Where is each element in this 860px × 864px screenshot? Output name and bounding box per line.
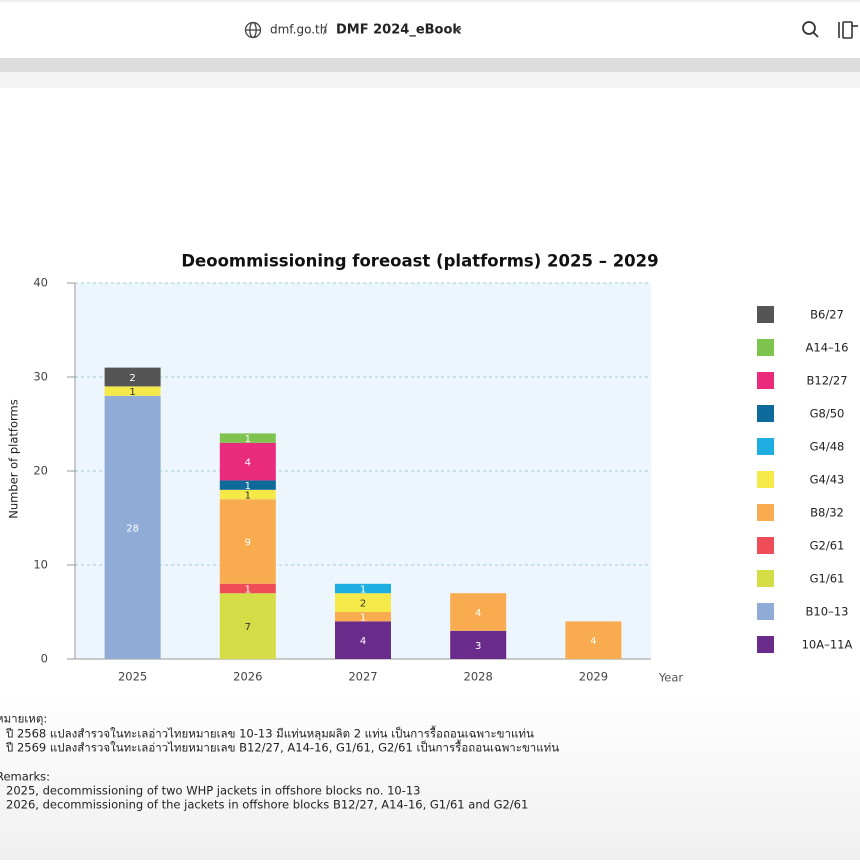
remark-line: 2026, decommissioning of the jackets in …	[6, 798, 528, 812]
bar-segment	[219, 489, 276, 500]
data-label: 1	[360, 613, 366, 624]
legend-label: G1/61	[810, 572, 845, 586]
globe-icon	[244, 21, 262, 39]
legend-label: 10A–11A	[802, 638, 853, 652]
bar-segment	[335, 593, 391, 612]
x-tick-label: 2025	[118, 670, 147, 684]
x-tick-label: 2027	[348, 670, 377, 684]
bar-segment	[219, 442, 276, 481]
legend-swatch	[757, 306, 774, 323]
notes: หมายเหตุ: ปี 2568 แปลงสำรวจในทะเลอ่าวไทย…	[0, 712, 559, 812]
bar-segment	[219, 433, 276, 443]
bar-segment	[104, 395, 161, 659]
legend-label: B8/32	[810, 506, 844, 520]
note-line: ปี 2568 แปลงสำรวจในทะเลอ่าวไทยหมายเลข 10…	[5, 726, 534, 741]
legend-swatch	[757, 438, 774, 455]
legend-label: G2/61	[810, 539, 845, 553]
y-tick-label: 40	[33, 276, 48, 290]
legend-label: A14–16	[806, 341, 849, 355]
legend-label: B10–13	[806, 605, 849, 619]
bar-segment	[335, 621, 391, 659]
top-bar	[0, 0, 860, 58]
data-label: 1	[360, 585, 366, 596]
legend-swatch	[757, 570, 774, 587]
bar-segment	[335, 612, 391, 622]
search-icon[interactable]	[802, 21, 819, 38]
y-tick-label: 20	[33, 464, 48, 478]
bar-segment	[335, 583, 391, 594]
y-tick-label: 0	[41, 652, 48, 666]
legend-label: B12/27	[806, 374, 847, 388]
data-label: 4	[360, 636, 366, 647]
data-label: 2	[360, 599, 366, 610]
bar-segment	[104, 367, 161, 387]
data-label: 2	[129, 373, 135, 384]
bar-segment	[219, 480, 276, 490]
dropdown-icon[interactable]	[454, 27, 462, 32]
note-heading: หมายเหตุ:	[0, 712, 47, 726]
bar-segment	[219, 499, 276, 584]
legend-swatch	[757, 372, 774, 389]
data-label: 1	[245, 481, 251, 492]
note-line: ปี 2569 แปลงสำรวจในทะเลอ่าวไทยหมายเลข B1…	[5, 740, 559, 755]
x-tick-label: 2029	[579, 670, 608, 684]
toolbar-strip	[0, 58, 860, 72]
bar-segment	[104, 386, 161, 396]
x-tick-label: 2028	[464, 670, 493, 684]
y-tick-label: 10	[33, 558, 48, 572]
legend-swatch	[757, 405, 774, 422]
y-axis-label: Number of platforms	[7, 399, 21, 518]
data-label: 1	[245, 491, 251, 502]
legend-swatch	[757, 603, 774, 620]
data-label: 3	[475, 641, 481, 652]
legend-label: G4/48	[810, 440, 845, 454]
legend-swatch	[757, 537, 774, 554]
data-label: 9	[245, 538, 251, 549]
chart-title: Deoommissioning foreoast (platforms) 202…	[181, 252, 658, 271]
footer-bg	[0, 690, 860, 860]
pages-icon[interactable]	[838, 21, 858, 39]
remark-line: 2025, decommissioning of two WHP jackets…	[6, 784, 420, 798]
bar-segment	[219, 583, 276, 594]
data-label: 4	[475, 608, 481, 619]
separator: /	[323, 23, 328, 38]
data-label: 28	[126, 523, 139, 534]
legend-swatch	[757, 471, 774, 488]
data-label: 4	[245, 458, 251, 469]
book-title[interactable]: DMF 2024_eBook	[336, 23, 461, 38]
toolbar-strip-light	[0, 72, 860, 88]
legend-label: B6/27	[810, 308, 844, 322]
legend-label: G4/43	[810, 473, 845, 487]
data-label: 4	[590, 636, 596, 647]
x-tick-label: 2026	[233, 670, 262, 684]
x-axis-label: Year	[658, 671, 684, 685]
data-label: 1	[129, 387, 135, 398]
bar-segment	[450, 630, 507, 659]
bar-segment	[450, 593, 507, 631]
legend-swatch	[757, 636, 774, 653]
y-tick-label: 30	[33, 370, 48, 384]
data-label: 1	[245, 585, 251, 596]
data-label: 1	[245, 434, 251, 445]
site-name[interactable]: dmf.go.th	[270, 23, 327, 37]
remarks-heading: Remarks:	[0, 770, 50, 784]
bar-segment	[565, 621, 622, 659]
bar-segment	[219, 593, 276, 659]
legend-swatch	[757, 339, 774, 356]
legend-label: G8/50	[810, 407, 845, 421]
legend-swatch	[757, 504, 774, 521]
data-label: 7	[245, 622, 251, 633]
